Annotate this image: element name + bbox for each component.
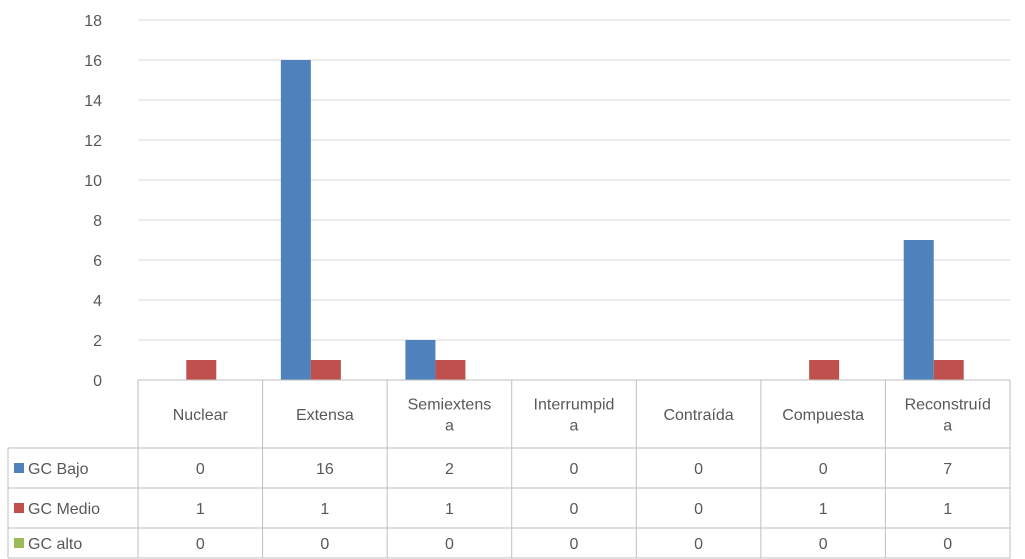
legend-key	[14, 463, 24, 473]
data-value: 0	[196, 461, 205, 478]
bar	[186, 360, 217, 380]
legend-key	[14, 503, 24, 513]
y-tick-label: 2	[93, 333, 102, 350]
data-value: 0	[694, 536, 703, 553]
bar	[310, 360, 341, 380]
category-label: Compuesta	[782, 407, 864, 424]
data-value: 16	[316, 461, 334, 478]
y-tick-label: 12	[84, 133, 102, 150]
legend-key	[14, 538, 24, 548]
series-name: GC Bajo	[28, 461, 89, 478]
data-value: 1	[196, 501, 205, 518]
bar	[933, 360, 964, 380]
y-tick-label: 14	[84, 93, 102, 110]
bar	[903, 240, 934, 380]
gridlines	[138, 19, 1010, 381]
y-tick-label: 18	[84, 13, 102, 30]
category-label: Reconstruíd	[905, 397, 991, 414]
y-tick-label: 8	[93, 213, 102, 230]
data-value: 0	[196, 536, 205, 553]
category-label: Contraída	[663, 407, 733, 424]
bar	[435, 360, 466, 380]
category-label: Interrumpid	[534, 397, 615, 414]
category-label: a	[445, 418, 454, 435]
data-value: 0	[320, 536, 329, 553]
category-label: Nuclear	[173, 407, 229, 424]
data-value: 0	[445, 536, 454, 553]
y-axis: 0 2 4 6 8 10 12 14 16 18	[84, 13, 102, 390]
data-value: 7	[943, 461, 952, 478]
data-value: 0	[819, 536, 828, 553]
category-label: a	[943, 418, 952, 435]
y-tick-label: 0	[93, 373, 102, 390]
category-label: Extensa	[296, 407, 354, 424]
data-value: 0	[819, 461, 828, 478]
data-value: 1	[445, 501, 454, 518]
y-tick-label: 16	[84, 53, 102, 70]
data-value: 0	[694, 501, 703, 518]
category-label: a	[570, 418, 579, 435]
series-name: GC Medio	[28, 501, 100, 518]
data-value: 0	[570, 536, 579, 553]
data-value: 1	[819, 501, 828, 518]
bar	[405, 340, 436, 380]
data-value: 0	[570, 501, 579, 518]
bars	[186, 60, 964, 380]
data-value: 0	[570, 461, 579, 478]
y-tick-label: 4	[93, 293, 102, 310]
data-value: 1	[943, 501, 952, 518]
y-tick-label: 10	[84, 173, 102, 190]
data-value: 0	[943, 536, 952, 553]
data-value: 1	[320, 501, 329, 518]
data-value: 0	[694, 461, 703, 478]
series-name: GC alto	[28, 536, 82, 553]
data-value: 2	[445, 461, 454, 478]
y-tick-label: 6	[93, 253, 102, 270]
bar	[809, 360, 840, 380]
category-label: Semiextens	[408, 397, 492, 414]
data-table: Nuclear Extensa Semiextens a Interrumpid a Con…	[7, 379, 1011, 559]
bar	[280, 60, 311, 380]
